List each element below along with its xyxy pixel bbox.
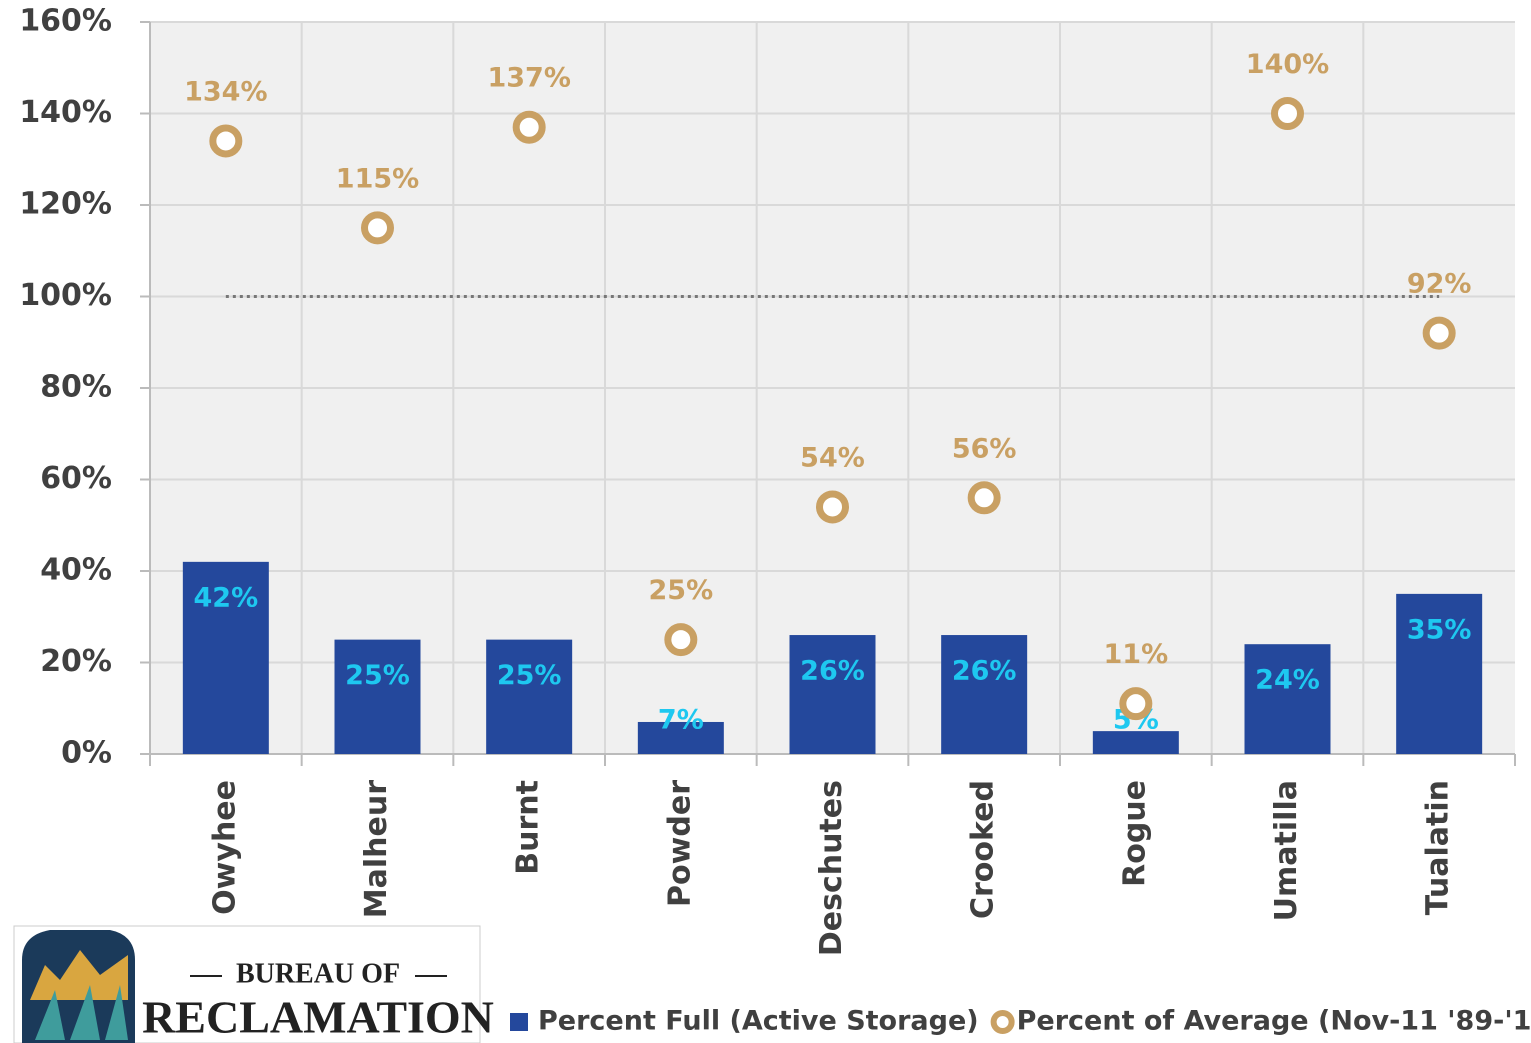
marker-value-label: 137% (487, 63, 570, 94)
marker (816, 490, 849, 524)
legend-label: Percent Full (Active Storage) (538, 1006, 979, 1037)
marker (1271, 97, 1304, 130)
bar-value-label: 35% (1407, 614, 1472, 645)
bar (486, 639, 573, 754)
x-tick-label: Malheur (359, 780, 394, 918)
marker (512, 110, 546, 144)
y-tick-label: 100% (19, 278, 112, 313)
x-tick-label: Burnt (511, 780, 546, 875)
x-tick-label: Tualatin (1421, 780, 1456, 915)
bar-value-label: 26% (952, 656, 1017, 687)
bar-value-label: 25% (497, 660, 562, 691)
marker (1119, 687, 1153, 721)
y-tick-label: 120% (19, 187, 112, 222)
y-tick-label: 160% (19, 4, 112, 39)
logo: BUREAU OF RECLAMATION (13, 925, 494, 1043)
bar-value-label: 26% (800, 656, 865, 687)
x-tick-label: Rogue (1117, 780, 1152, 887)
x-tick-label: Powder (662, 780, 697, 907)
marker-value-label: 134% (184, 76, 267, 107)
y-tick-label: 20% (40, 644, 112, 679)
y-tick-label: 140% (19, 95, 112, 130)
marker-value-label: 25% (649, 575, 714, 606)
marker-value-label: 115% (336, 163, 419, 194)
marker (209, 124, 243, 158)
marker-value-label: 140% (1246, 49, 1329, 80)
x-tick-label: Deschutes (814, 780, 849, 956)
marker-value-label: 11% (1104, 639, 1169, 670)
legend-swatch (990, 1010, 1015, 1034)
logo-water (35, 985, 128, 1040)
bar (182, 561, 269, 754)
marker (967, 481, 1001, 515)
bar-value-label: 42% (194, 582, 259, 613)
y-tick-label: 40% (40, 553, 112, 588)
legend-swatch (510, 1013, 528, 1031)
bar (789, 635, 876, 754)
marker (664, 623, 698, 657)
bar-value-label: 24% (1255, 665, 1320, 696)
bar-value-label: 7% (658, 705, 704, 736)
logo-line2: RECLAMATION (142, 992, 494, 1043)
x-tick-label: Crooked (966, 780, 1001, 919)
bar (1244, 644, 1331, 754)
bar (941, 635, 1028, 754)
bar (1092, 731, 1179, 754)
bar (637, 721, 724, 754)
logo-mountains (30, 950, 128, 1000)
x-tick-label: Owyhee (207, 780, 242, 915)
bar-value-label: 25% (345, 660, 410, 691)
marker (1422, 316, 1456, 350)
x-tick-label: Umatilla (1269, 780, 1304, 921)
y-tick-label: 0% (61, 736, 112, 771)
bar (1396, 593, 1483, 754)
y-tick-label: 60% (40, 461, 112, 496)
marker-value-label: 56% (952, 433, 1017, 464)
marker-value-label: 92% (1407, 269, 1472, 300)
logo-line1: BUREAU OF (236, 958, 400, 989)
legend-label: Percent of Average (Nov-11 '89-'19) (1017, 1006, 1531, 1037)
y-tick-label: 80% (40, 370, 112, 405)
bar (334, 639, 421, 754)
marker-value-label: 54% (800, 442, 865, 473)
marker (361, 211, 394, 245)
